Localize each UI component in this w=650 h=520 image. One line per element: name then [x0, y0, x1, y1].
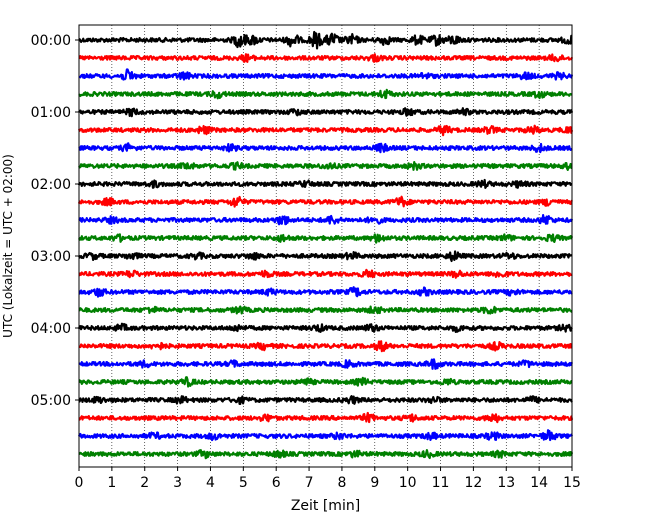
- x-tick-label: 3: [173, 475, 182, 491]
- x-tick-label: 13: [497, 475, 515, 491]
- trace-line: [77, 322, 573, 334]
- x-tick-label: 8: [337, 475, 346, 491]
- seismic-traces: [77, 30, 574, 460]
- x-tick-label: 7: [305, 475, 314, 491]
- trace-line: [78, 358, 573, 370]
- x-tick-label: 4: [206, 475, 215, 491]
- trace-line: [78, 340, 573, 353]
- y-tick-label: 02:00: [31, 177, 71, 193]
- trace-line: [77, 195, 573, 208]
- y-axis-label: UTC (Lokalzeit = UTC + 02:00): [1, 154, 15, 338]
- x-tick-label: 0: [75, 475, 84, 491]
- x-tick-label: 14: [530, 475, 548, 491]
- x-tick-label: 9: [370, 475, 379, 491]
- trace-line: [78, 107, 574, 118]
- trace-line: [78, 53, 574, 63]
- trace-line: [78, 286, 573, 298]
- y-tick-label: 05:00: [31, 393, 71, 409]
- trace-line: [77, 429, 573, 442]
- trace-line: [78, 213, 574, 226]
- x-axis-ticks: 0 1 2 3 4 5 6 7 8 9 10 11 12 13 14 15: [75, 467, 581, 491]
- trace-line: [78, 395, 573, 405]
- x-tick-label: 15: [563, 475, 581, 491]
- x-tick-label: 2: [140, 475, 149, 491]
- trace-line: [78, 376, 573, 388]
- trace-line: [77, 178, 573, 189]
- trace-line: [78, 411, 574, 424]
- y-tick-label: 04:00: [31, 321, 71, 337]
- x-tick-label: 5: [239, 475, 248, 491]
- y-tick-label: 03:00: [31, 249, 71, 265]
- trace-line: [78, 68, 574, 81]
- y-tick-label: 00:00: [31, 33, 71, 49]
- y-axis-ticks: 00:00 01:00 02:00 03:00 04:00 05:00: [31, 33, 79, 409]
- trace-line: [77, 124, 574, 137]
- y-tick-label: 01:00: [31, 105, 71, 121]
- x-tick-label: 12: [464, 475, 482, 491]
- trace-line: [78, 449, 574, 460]
- trace-line: [78, 268, 573, 279]
- x-tick-label: 6: [272, 475, 281, 491]
- trace-line: [78, 160, 573, 171]
- trace-line: [78, 305, 573, 315]
- x-tick-label: 1: [107, 475, 116, 491]
- trace-line: [78, 88, 573, 100]
- trace-line: [78, 233, 574, 244]
- x-tick-label: 10: [399, 475, 417, 491]
- trace-line: [77, 250, 573, 263]
- trace-line: [78, 142, 573, 154]
- x-axis-label: Zeit [min]: [291, 498, 360, 514]
- x-tick-label: 11: [432, 475, 450, 491]
- plot-area-frame: [78, 24, 573, 468]
- trace-line: [78, 30, 573, 50]
